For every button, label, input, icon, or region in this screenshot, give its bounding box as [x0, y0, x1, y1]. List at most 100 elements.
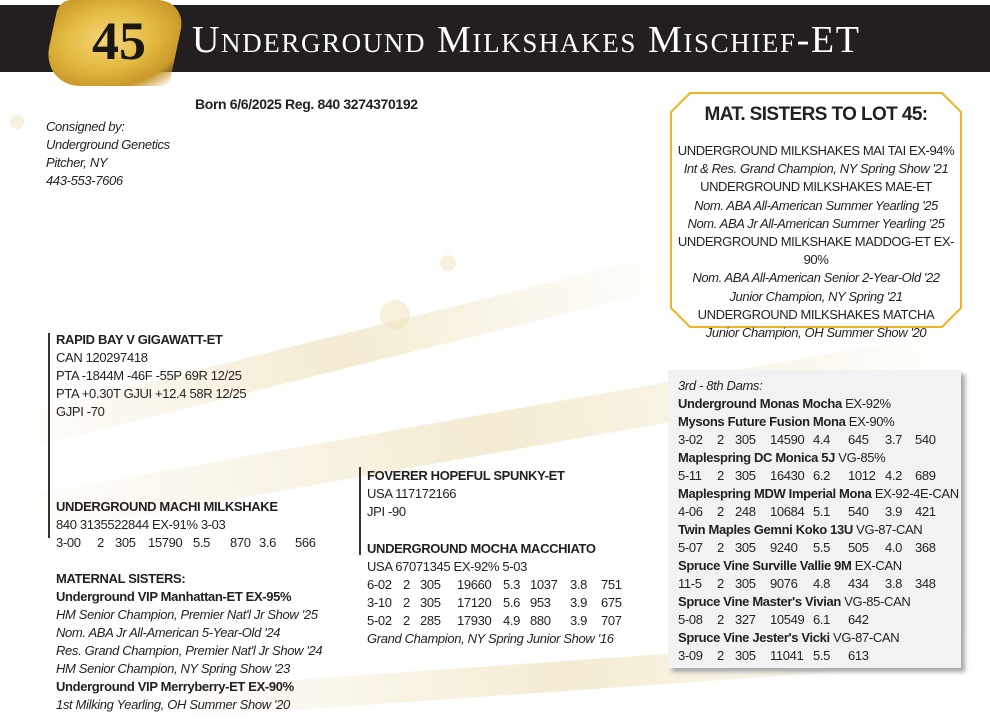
record-value: 11041	[770, 648, 804, 663]
dam-sire-name: FOVERER HOPEFUL SPUNKY-ET	[367, 468, 565, 483]
lactation-record: 3-10 2 305 17120 5.6 953 3.9 675	[367, 594, 631, 612]
record-value: 305	[115, 535, 136, 550]
record-value: 19660	[457, 577, 492, 592]
record-value: 6.2	[813, 468, 831, 483]
record-value: 17930	[457, 613, 492, 628]
mat-sisters-box: MAT. SISTERS TO LOT 45: UNDERGROUND MILK…	[670, 92, 962, 340]
pedigree-line	[359, 467, 361, 555]
record-value: 434	[848, 576, 869, 591]
record-value: 675	[601, 595, 622, 610]
dam-score: VG-85-CAN	[844, 594, 911, 609]
record-value: 5.3	[503, 577, 521, 592]
mat-sister-name: UNDERGROUND MILKSHAKES MATCHA	[697, 306, 935, 322]
sire-detail: GJPI -70	[56, 404, 105, 419]
granddam-name: UNDERGROUND MOCHA MACCHIATO	[367, 541, 596, 556]
record-value: 4.8	[813, 576, 831, 591]
consigner-info: Consigned by: Underground Genetics Pitch…	[46, 118, 170, 190]
record-value: 348	[915, 576, 936, 591]
record-value: 880	[530, 613, 551, 628]
record-value: 1037	[530, 577, 558, 592]
dam-sire-detail: USA 117172166	[367, 486, 457, 501]
gold-splash-decoration	[380, 300, 410, 330]
record-value: 3.8	[570, 577, 588, 592]
record-value: 2	[717, 540, 724, 555]
record-value: 3.7	[885, 432, 903, 447]
sire-block: RAPID BAY V GIGAWATT-ET CAN 120297418 PT…	[56, 331, 247, 421]
record-value: 305	[420, 595, 441, 610]
mat-sister-award: Junior Champion, OH Summer Show '20	[705, 325, 927, 341]
record-value: 2	[97, 535, 104, 550]
record-value: 285	[420, 613, 441, 628]
consigner-name: Underground Genetics	[46, 137, 170, 152]
sister-award: Nom. ABA Jr All-American 5-Year-Old '24	[56, 625, 281, 640]
consigned-by-label: Consigned by:	[46, 119, 125, 134]
lactation-record: 5-11 2 305 16430 6.2 1012 4.2 689	[678, 467, 961, 485]
record-value: 17120	[457, 595, 492, 610]
record-value: 305	[735, 540, 756, 555]
dam-name: Underground Monas Mocha	[678, 396, 842, 411]
record-value: 953	[530, 595, 551, 610]
dam-entry: Mysons Future Fusion Mona EX-90%	[678, 413, 961, 431]
pedigree-line	[48, 333, 50, 538]
record-value: 3-09	[678, 648, 703, 663]
record-value: 327	[735, 612, 756, 627]
mat-sister-award: Nom. ABA All-American Senior 2-Year-Old …	[692, 270, 940, 286]
dam-records: 5-07 2 305 9240 5.5 505 4.0 368	[678, 539, 961, 557]
dam-score: EX-90%	[848, 414, 895, 429]
mat-sister-name: UNDERGROUND MILKSHAKES MAI TAI EX-94%	[677, 143, 955, 158]
record-value: 305	[735, 432, 756, 447]
record-value: 305	[735, 576, 756, 591]
mat-sister-award: Junior Champion, NY Spring '21	[729, 288, 903, 304]
dams-heading: 3rd - 8th Dams:	[678, 378, 763, 393]
record-value: 645	[848, 432, 869, 447]
granddam-detail: USA 67071345 EX-92% 5-03	[367, 559, 527, 574]
dam-name: Spruce Vine Surville Vallie 9M	[678, 558, 852, 573]
record-value: 3.9	[885, 504, 903, 519]
mat-sisters-heading: MAT. SISTERS TO LOT 45:	[704, 104, 928, 125]
dam-sire-detail: JPI -90	[367, 504, 406, 519]
dam-entry: Spruce Vine Surville Vallie 9M EX-CAN	[678, 557, 961, 575]
record-value: 5.1	[813, 504, 831, 519]
lactation-record: 3-02 2 305 14590 4.4 645 3.7 540	[678, 431, 961, 449]
dam-score: VG-87-CAN	[856, 522, 923, 537]
record-value: 2	[403, 577, 410, 592]
sister-name: Underground VIP Manhattan-ET EX-95%	[56, 589, 292, 604]
lactation-record: 5-08 2 327 10549 6.1 642	[678, 611, 961, 629]
dam-entry: Spruce Vine Master's Vivian VG-85-CAN	[678, 593, 961, 611]
dam-name: Maplespring DC Monica 5J	[678, 450, 836, 465]
dam-records: 5-11 2 305 16430 6.2 1012 4.2 689	[678, 467, 961, 485]
record-value: 707	[601, 613, 622, 628]
record-value: 5-08	[678, 612, 703, 627]
record-value: 11-5	[678, 576, 702, 591]
lactation-record: 6-02 2 305 19660 5.3 1037 3.8 751	[367, 576, 631, 594]
record-value: 15790	[148, 535, 183, 550]
record-value: 613	[848, 648, 869, 663]
record-value: 1012	[848, 468, 876, 483]
record-value: 2	[717, 648, 724, 663]
record-value: 421	[915, 504, 936, 519]
record-value: 10549	[770, 612, 805, 627]
dam-name: Spruce Vine Jester's Vicki	[678, 630, 830, 645]
record-value: 751	[601, 577, 622, 592]
lactation-record: 3-09 2 305 11041 5.5 613	[678, 647, 961, 665]
record-value: 2	[403, 613, 410, 628]
granddam-block: UNDERGROUND MOCHA MACCHIATO USA 67071345…	[367, 540, 631, 648]
lactation-record: 11-5 2 305 9076 4.8 434 3.8 348	[678, 575, 961, 593]
record-value: 4.0	[885, 540, 903, 555]
mat-sister-award: Nom. ABA All-American Summer Yearling '2…	[694, 197, 938, 213]
mat-sister-award: Int & Res. Grand Champion, NY Spring Sho…	[683, 161, 949, 177]
record-value: 5-02	[367, 613, 392, 628]
record-value: 368	[915, 540, 936, 555]
record-value: 5-07	[678, 540, 703, 555]
dam-records: 3-09 2 305 11041 5.5 613	[678, 647, 961, 665]
sister-name: Underground VIP Merryberry-ET EX-90%	[56, 679, 294, 694]
record-value: 540	[915, 432, 936, 447]
record-value: 4-06	[678, 504, 703, 519]
record-value: 505	[848, 540, 869, 555]
record-value: 5.5	[813, 648, 831, 663]
record-value: 2	[717, 468, 724, 483]
lactation-record: 5-02 2 285 17930 4.9 880 3.9 707	[367, 612, 631, 630]
sister-award: HM Senior Champion, NY Spring Show '23	[56, 661, 290, 676]
record-value: 3.8	[885, 576, 903, 591]
record-value: 3-02	[678, 432, 703, 447]
